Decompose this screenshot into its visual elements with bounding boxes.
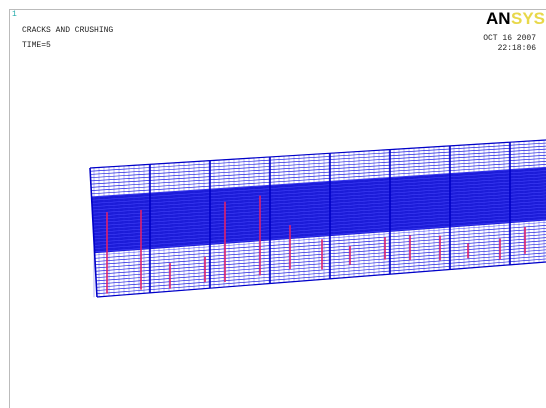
logo-an: AN (486, 9, 511, 28)
plot-title: CRACKS AND CRUSHING (22, 26, 113, 35)
clock-label: 22:18:06 (498, 44, 537, 53)
time-label: TIME=5 (22, 41, 51, 50)
date-label: OCT 16 2007 (483, 34, 536, 43)
logo-sys: SYS (511, 9, 545, 28)
window-number: 1 (12, 10, 17, 19)
ansys-graphics-window: 1 CRACKS AND CRUSHING TIME=5 AN SYS OCT … (0, 0, 546, 408)
